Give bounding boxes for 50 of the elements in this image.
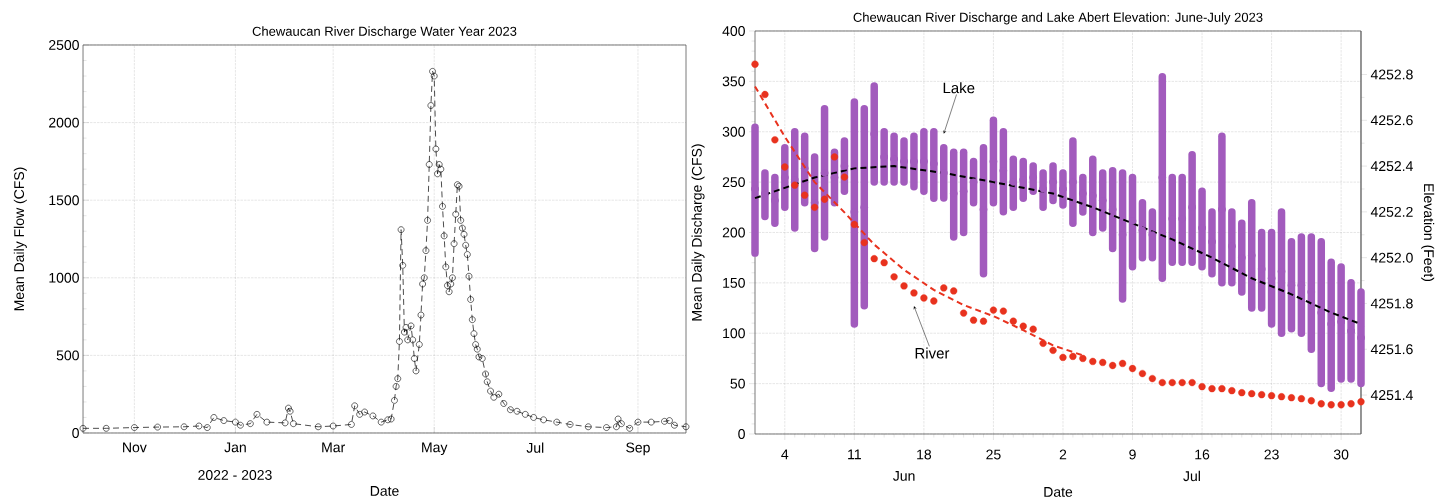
- y2-tick-label: 4251.6: [1370, 344, 1413, 355]
- y-axis-title: Mean Daily Flow (CFS): [13, 167, 27, 311]
- x-tick-label: Nov: [123, 442, 147, 453]
- y-axis-title: Mean Daily Discharge (CFS): [691, 144, 705, 321]
- y-tick-label: 150: [723, 277, 745, 288]
- chart-title: Chewaucan River Discharge Water Year 2023: [252, 26, 517, 39]
- x-tick-label: 30: [1333, 449, 1349, 460]
- y2-tick-label: 4252.0: [1370, 252, 1413, 263]
- y-tick-label: 2500: [49, 40, 79, 50]
- y-tick-label: 250: [722, 177, 745, 188]
- x-tick-label: 11: [848, 449, 861, 460]
- y2-tick-label: 4251.8: [1370, 298, 1413, 309]
- x-tick-label: 23: [1264, 449, 1279, 460]
- x-tick-label: 18: [917, 449, 932, 460]
- x-axis-title: Date: [1044, 487, 1073, 497]
- y2-tick-label: 4252.8: [1370, 69, 1413, 80]
- x-tick-label: Jul: [526, 442, 544, 453]
- y-tick-label: 50: [730, 378, 745, 389]
- y2-tick-label: 4252.4: [1370, 161, 1413, 172]
- x-tick-label: 2: [1059, 449, 1067, 460]
- x-axis-title: Date: [370, 486, 399, 496]
- y-tick-label: 100: [723, 328, 745, 339]
- y-tick-label: 200: [722, 227, 745, 238]
- x-tick-label: 25: [986, 449, 1001, 460]
- x-tick-label: Mar: [322, 442, 345, 453]
- text: 2022 - 2023: [198, 470, 272, 480]
- annotation: Lake: [943, 82, 975, 94]
- x-tick-label: 4: [781, 449, 789, 460]
- y2-tick-label: 4252.6: [1370, 115, 1413, 126]
- y-tick-label: 0: [72, 428, 79, 438]
- y-tick-label: 0: [738, 429, 745, 439]
- annotation: River: [915, 347, 950, 359]
- x-tick-label: 16: [1195, 449, 1210, 460]
- y-tick-label: 2000: [49, 117, 79, 128]
- y-tick-label: 300: [722, 126, 745, 137]
- y2-axis-title: Elevation (Feet): [1421, 184, 1435, 282]
- y2-tick-label: 4251.4: [1370, 390, 1413, 401]
- y-tick-label: 1500: [49, 195, 79, 206]
- x-tick-label: Sep: [626, 442, 650, 456]
- y-tick-label: 500: [56, 350, 79, 361]
- y-tick-label: 1000: [49, 272, 79, 283]
- text: Jun: [893, 471, 915, 481]
- x-tick-label: May: [422, 442, 448, 456]
- chart-title: Chewaucan River Discharge and Lake Abert Elevation: June-July 2023: [853, 12, 1263, 25]
- x-tick-label: 9: [1129, 449, 1136, 460]
- x-tick-label: Jan: [224, 442, 246, 453]
- y2-tick-label: 4252.2: [1370, 206, 1413, 217]
- y-tick-label: 400: [722, 26, 745, 36]
- y-tick-label: 350: [722, 76, 745, 87]
- text: Jul: [1183, 470, 1200, 482]
